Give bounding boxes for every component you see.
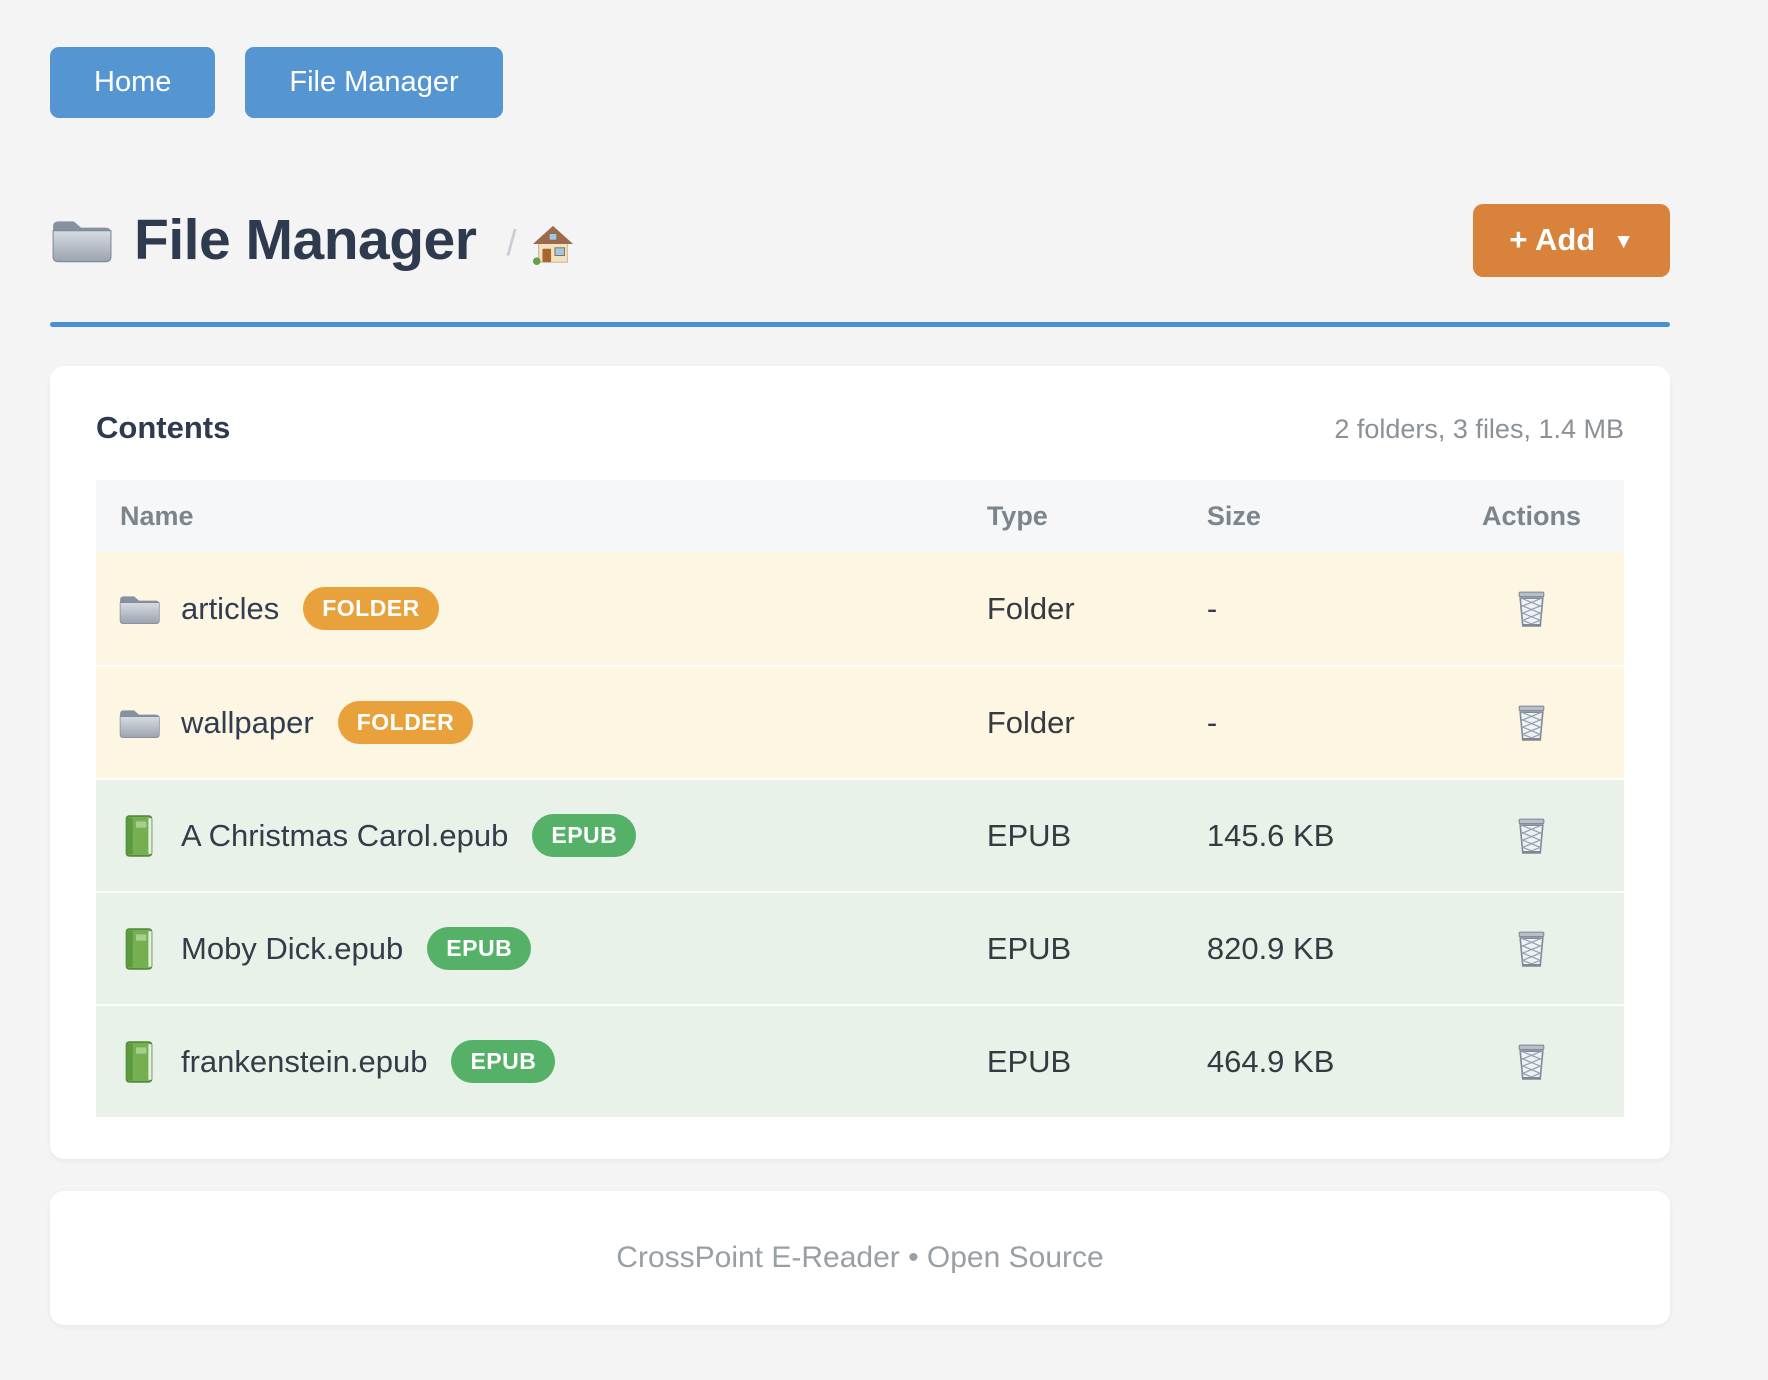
- folder-icon: [118, 701, 160, 745]
- actions-cell: [1439, 1042, 1624, 1081]
- table-row[interactable]: frankenstein.epub EPUB EPUB 464.9 KB: [96, 1004, 1624, 1117]
- book-icon: [118, 814, 160, 858]
- entry-name: wallpaper: [181, 704, 314, 740]
- book-icon: [118, 1040, 160, 1084]
- actions-cell: [1439, 703, 1624, 742]
- file-table: Name Type Size Actions articles FOLDER F…: [96, 480, 1624, 1117]
- home-nav-button[interactable]: Home: [50, 47, 216, 118]
- type-badge: FOLDER: [337, 701, 474, 744]
- size-value: -: [1206, 704, 1218, 740]
- page-header: File Manager / + Add ▼: [50, 194, 1670, 286]
- table-row[interactable]: articles FOLDER Folder -: [96, 552, 1624, 665]
- column-header-name: Name: [120, 500, 194, 531]
- type-value: EPUB: [986, 817, 1072, 853]
- name-cell: wallpaper FOLDER: [96, 701, 987, 745]
- type-value: Folder: [986, 590, 1075, 626]
- size-value: 145.6 KB: [1206, 817, 1335, 853]
- actions-cell: [1439, 816, 1624, 855]
- type-badge: EPUB: [532, 814, 637, 857]
- folder-icon: [50, 213, 112, 267]
- table-row[interactable]: Moby Dick.epub EPUB EPUB 820.9 KB: [96, 891, 1624, 1004]
- size-value: 820.9 KB: [1206, 930, 1335, 966]
- table-row[interactable]: wallpaper FOLDER Folder -: [96, 665, 1624, 778]
- table-body: articles FOLDER Folder -: [96, 552, 1624, 1117]
- entry-name: articles: [181, 590, 280, 626]
- folder-icon: [118, 587, 160, 631]
- size-value: 464.9 KB: [1206, 1043, 1335, 1079]
- trash-icon[interactable]: [1514, 816, 1549, 855]
- actions-cell: [1439, 589, 1624, 628]
- entry-name: A Christmas Carol.epub: [181, 817, 509, 853]
- entry-name: frankenstein.epub: [181, 1043, 428, 1079]
- type-badge: EPUB: [427, 927, 532, 970]
- trash-icon[interactable]: [1514, 703, 1549, 742]
- table-header-row: Name Type Size Actions: [96, 480, 1624, 552]
- type-value: EPUB: [986, 930, 1072, 966]
- footer-text: CrossPoint E-Reader • Open Source: [616, 1241, 1104, 1274]
- contents-title: Contents: [96, 410, 231, 445]
- footer: CrossPoint E-Reader • Open Source: [50, 1191, 1670, 1325]
- page: Home File Manager File Manager /: [50, 47, 1670, 1325]
- page-title: File Manager: [134, 208, 477, 272]
- contents-card: Contents 2 folders, 3 files, 1.4 MB Name…: [50, 366, 1670, 1159]
- header-divider: [50, 322, 1670, 327]
- type-value: EPUB: [986, 1043, 1072, 1079]
- name-cell: A Christmas Carol.epub EPUB: [96, 814, 987, 858]
- type-badge: FOLDER: [303, 587, 439, 630]
- size-value: -: [1206, 590, 1218, 626]
- add-button[interactable]: + Add ▼: [1473, 203, 1670, 277]
- column-header-size: Size: [1206, 500, 1261, 531]
- contents-summary: 2 folders, 3 files, 1.4 MB: [1334, 414, 1624, 444]
- type-value: Folder: [986, 704, 1075, 740]
- name-cell: Moby Dick.epub EPUB: [96, 927, 987, 971]
- trash-icon[interactable]: [1514, 929, 1549, 968]
- name-cell: frankenstein.epub EPUB: [96, 1040, 987, 1084]
- column-header-type: Type: [986, 500, 1048, 531]
- home-icon[interactable]: [530, 222, 576, 266]
- trash-icon[interactable]: [1514, 589, 1549, 628]
- column-header-actions: Actions: [1482, 500, 1582, 531]
- top-nav: Home File Manager: [50, 47, 1670, 118]
- file-manager-nav-button[interactable]: File Manager: [245, 47, 503, 118]
- table-row[interactable]: A Christmas Carol.epub EPUB EPUB 145.6 K…: [96, 778, 1624, 891]
- type-badge: EPUB: [451, 1040, 556, 1083]
- actions-cell: [1439, 929, 1624, 968]
- trash-icon[interactable]: [1514, 1042, 1549, 1081]
- entry-name: Moby Dick.epub: [181, 930, 404, 966]
- breadcrumb-separator: /: [506, 222, 517, 263]
- contents-card-header: Contents 2 folders, 3 files, 1.4 MB: [96, 410, 1624, 446]
- book-icon: [118, 927, 160, 971]
- add-button-label: + Add: [1509, 222, 1596, 257]
- name-cell: articles FOLDER: [96, 587, 987, 631]
- chevron-down-icon: ▼: [1613, 229, 1634, 253]
